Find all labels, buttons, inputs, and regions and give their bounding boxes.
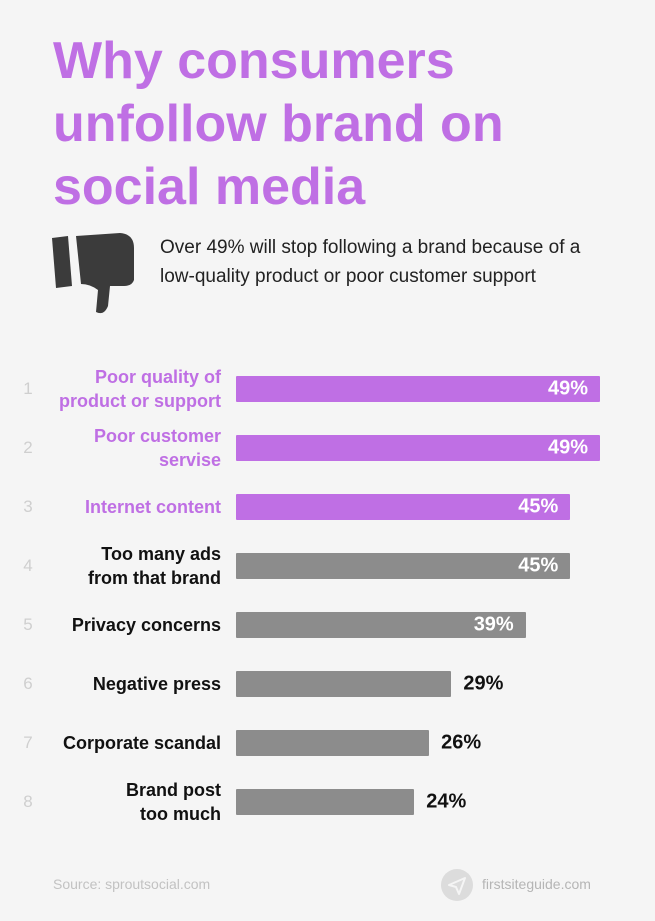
rank: 5 bbox=[23, 615, 33, 634]
source: Source: sproutsocial.com bbox=[53, 876, 211, 892]
rank: 2 bbox=[23, 438, 33, 457]
category-label: Poor quality of product or support bbox=[59, 367, 221, 411]
value-label: 39% bbox=[473, 613, 514, 636]
bar bbox=[236, 435, 600, 461]
rank: 8 bbox=[23, 792, 33, 811]
subtitle: Over 49% will stop following a brand bec… bbox=[160, 237, 581, 287]
category-label: Privacy concerns bbox=[71, 615, 221, 635]
brand-logo bbox=[441, 869, 473, 901]
category-label: Corporate scandal bbox=[62, 733, 221, 753]
value-label: 24% bbox=[426, 790, 467, 813]
bar bbox=[236, 494, 571, 520]
bar bbox=[236, 730, 430, 756]
rank: 1 bbox=[23, 379, 33, 398]
category-label: Too many ads from that brand bbox=[88, 544, 221, 588]
rank: 3 bbox=[23, 497, 33, 516]
bar bbox=[236, 612, 526, 638]
bar bbox=[236, 671, 452, 697]
value-label: 49% bbox=[547, 436, 588, 459]
bar bbox=[236, 789, 415, 815]
value-label: 45% bbox=[518, 495, 559, 518]
category-label: Poor customer servise bbox=[93, 426, 221, 470]
brand: firstsiteguide.com bbox=[482, 876, 591, 892]
bar bbox=[236, 553, 571, 579]
value-label: 49% bbox=[547, 377, 588, 400]
thumbs-down-icon bbox=[52, 233, 134, 314]
category-label: Brand post too much bbox=[125, 780, 221, 824]
rank: 6 bbox=[23, 674, 33, 693]
category-label: Internet content bbox=[84, 497, 221, 517]
category-label: Negative press bbox=[92, 674, 221, 694]
value-label: 29% bbox=[463, 672, 504, 695]
chart-title: Why consumers unfollow brand on social m… bbox=[53, 32, 504, 216]
value-label: 26% bbox=[441, 731, 482, 754]
bar bbox=[236, 376, 600, 402]
value-label: 45% bbox=[518, 554, 559, 577]
rank: 4 bbox=[23, 556, 33, 575]
rank: 7 bbox=[23, 733, 33, 752]
